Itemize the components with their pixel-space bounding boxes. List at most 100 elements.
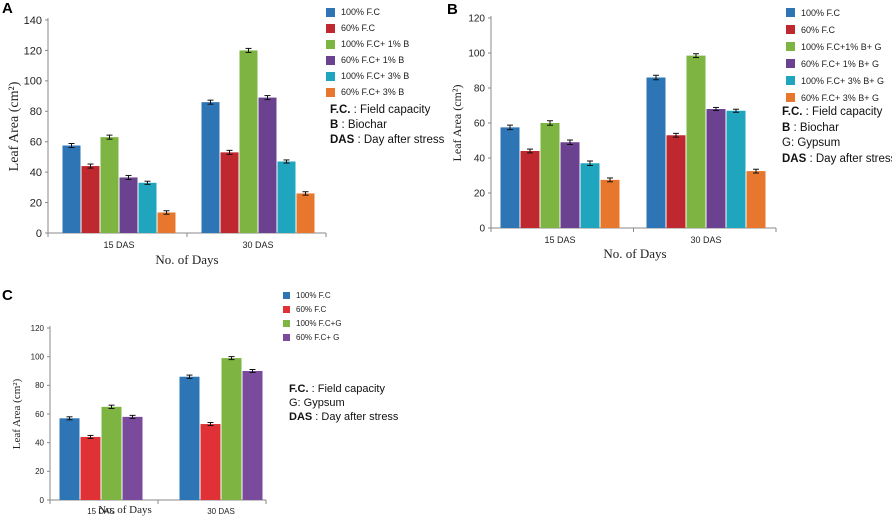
note-text: : Day after stress [357, 134, 445, 146]
bar-100pct-f-c-30-das [646, 77, 666, 228]
y-tick-label: 100 [24, 76, 42, 88]
bar-60pct-f-c-1pct-b-g-15-das [560, 142, 580, 228]
y-tick-label: 0 [479, 224, 485, 235]
error-bar [66, 416, 73, 421]
x-category-label: 15 DAS [87, 507, 115, 516]
x-category-label: 30 DAS [207, 507, 235, 516]
y-tick-label: 0 [40, 496, 45, 505]
legend-item: 100% F.C+ 3% B+ G [786, 72, 884, 89]
error-bar [129, 414, 136, 419]
legend-swatch [326, 23, 335, 33]
legend-item: 100% F.C+ 1% B [326, 36, 409, 52]
note-text: : Field capacity [311, 383, 385, 395]
bar-60pct-f-c-15-das [520, 151, 540, 228]
legend-swatch [283, 333, 290, 341]
y-tick-label: 100 [468, 49, 485, 60]
legend-swatch [786, 59, 795, 68]
x-axis-label: No. of Days [603, 246, 666, 261]
legend-label: 100% F.C [801, 7, 841, 18]
error-bar [87, 434, 94, 439]
legend-item: 60% F.C+ G [283, 330, 342, 344]
note-text: : Day after stress [315, 411, 399, 423]
note-key: DAS [782, 152, 807, 165]
legend-label: 100% F.C [341, 7, 381, 17]
note-text: : Field capacity [353, 104, 431, 116]
error-bar [207, 99, 214, 105]
bar-chart: 0 20 40 60 80 100 120 15 DAS 30 DAS Leaf Area (cm… [11, 324, 267, 516]
note-key: DAS [330, 134, 355, 146]
error-bar [106, 134, 113, 140]
legend-swatch [326, 55, 335, 65]
error-bar [228, 356, 235, 361]
error-bar [567, 139, 573, 145]
bar-60pct-f-c-g-30-das [242, 371, 263, 500]
note-line: DAS : Day after stress [782, 153, 892, 169]
bar-60pct-f-c-30-das [220, 152, 239, 233]
legend-label: 60% F.C [801, 24, 836, 35]
bar-100pct-f-c-15-das [59, 418, 80, 500]
note-key: DAS [289, 411, 313, 423]
y-tick-label: 60 [35, 410, 44, 419]
note-line: DAS : Day after stress [330, 134, 444, 149]
bar-60pct-f-c-30-das [666, 135, 686, 228]
error-bar [733, 108, 739, 113]
note-key: B [782, 121, 791, 134]
legend-label: 100% F.C+1% B+ G [801, 41, 882, 52]
y-tick-label: 20 [30, 197, 42, 209]
legend-swatch [326, 7, 335, 17]
note-line: B : Biochar [330, 119, 444, 134]
error-bar [186, 374, 193, 379]
bar-100pct-f-c-3pct-b-30-das [277, 161, 296, 233]
y-axis-label: Leaf Area (cm²) [7, 81, 22, 171]
legend-swatch [326, 71, 335, 81]
panel-letter: A [2, 0, 13, 17]
y-tick-label: 20 [474, 189, 486, 200]
legend-item: 100% F.C [786, 4, 884, 21]
bar-60pct-f-c-30-das [200, 424, 221, 500]
error-bar [163, 210, 170, 215]
y-tick-label: 40 [35, 438, 44, 447]
y-axis-label: Leaf Area (cm²) [450, 85, 464, 162]
y-tick-label: 40 [474, 154, 486, 165]
legend-item: 100% F.C+ 3% B [326, 68, 409, 84]
bar-60pct-f-c-3pct-b-g-30-das [746, 171, 766, 228]
y-tick-label: 120 [468, 14, 485, 25]
error-bar [507, 124, 513, 131]
panel-letter: C [2, 287, 13, 304]
legend-swatch [786, 93, 795, 102]
bar-100pct-f-c-30-das [201, 102, 220, 234]
error-bar [713, 106, 719, 112]
legend-item: 60% F.C+ 3% B+ G [786, 89, 884, 106]
bar-100pct-f-c-3pct-b-g-30-das [726, 110, 746, 228]
y-axis-label: Leaf Area (cm²) [11, 378, 23, 449]
error-bar [245, 47, 252, 53]
note-text: : Biochar [793, 121, 839, 134]
error-bar [144, 180, 151, 185]
y-tick-label: 100 [31, 352, 45, 361]
panel-letter: B [447, 1, 458, 18]
legend-item: 100% F.C [283, 288, 342, 302]
y-tick-label: 0 [36, 228, 42, 240]
y-tick-label: 80 [35, 381, 44, 390]
legend-label: 60% F.C+ G [296, 332, 340, 342]
bar-chart: 0 20 40 60 80 100 120 140 15 DAS 30 DAS Leaf Area … [7, 15, 327, 267]
legend-item: 100% F.C+1% B+ G [786, 38, 884, 55]
note-text: : Field capacity [805, 106, 883, 118]
legend-label: 60% F.C+ 1% B [341, 55, 405, 65]
error-bar [527, 148, 533, 154]
bar-100pct-f-c-1pct-b-g-15-das [540, 123, 560, 228]
y-tick-label: 80 [474, 84, 486, 95]
panel-b: B 0 20 40 60 80 100 120 15 DAS 30 DAS Leaf Area (c… [445, 0, 892, 275]
legend-label: 60% F.C+ 3% B [341, 87, 405, 97]
bar-60pct-f-c-15-das [80, 436, 101, 500]
bar-100pct-f-c-3pct-b-g-15-das [580, 163, 600, 228]
bar-100pct-f-c-15-das [62, 145, 81, 233]
error-bar [125, 174, 132, 180]
bar-60pct-f-c-1pct-b-30-das [258, 97, 277, 233]
note-text: : Biochar [341, 119, 387, 131]
y-tick-label: 140 [24, 15, 42, 27]
legend-swatch [786, 25, 795, 34]
legend-label: 100% F.C+ 3% B [341, 71, 410, 81]
note-line: F.C. : Field capacity [782, 106, 892, 122]
y-tick-label: 120 [24, 45, 42, 57]
